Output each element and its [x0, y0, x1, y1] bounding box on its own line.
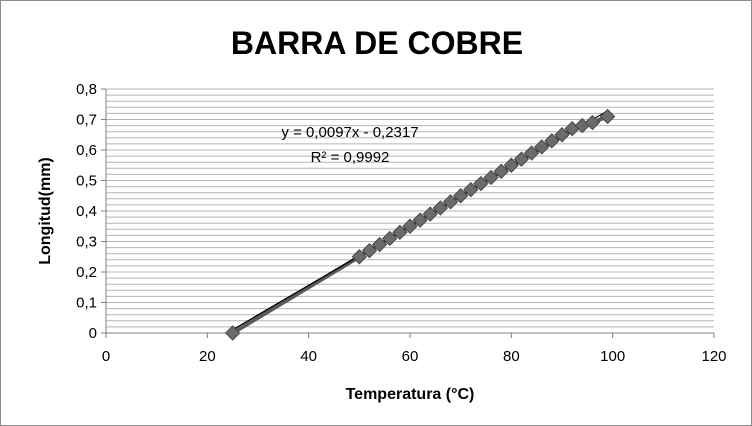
trendline-r2: R² = 0,9992	[311, 149, 390, 166]
chart-title: BARRA DE COBRE	[231, 25, 523, 61]
data-point	[371, 236, 388, 253]
y-tick-label: 0,4	[76, 203, 97, 220]
y-tick-label: 0	[89, 325, 97, 342]
data-point	[224, 325, 241, 341]
y-tick-label: 0,3	[76, 234, 97, 251]
data-point	[432, 200, 449, 216]
data-point	[442, 194, 459, 210]
data-point	[422, 206, 438, 222]
x-axis-ticks: 0 20 40 60 80 100 120	[102, 333, 727, 365]
data-point	[483, 169, 499, 186]
y-axis-label: Longitud(mm)	[37, 157, 54, 265]
data-point	[493, 163, 509, 180]
data-point	[544, 133, 560, 149]
y-axis-ticks: 0 0,1 0,2 0,3 0,4 0,5 0,6 0,7 0,8	[76, 81, 106, 342]
data-points	[224, 108, 616, 341]
data-point	[351, 249, 368, 265]
data-point	[584, 114, 601, 131]
data-point	[452, 188, 469, 204]
data-point	[473, 175, 489, 192]
data-point	[463, 181, 479, 198]
x-tick-label: 40	[300, 348, 317, 365]
x-tick-label: 0	[102, 348, 110, 365]
x-tick-label: 100	[600, 348, 625, 365]
y-tick-label: 0,8	[76, 81, 97, 98]
y-tick-label: 0,2	[76, 264, 97, 281]
data-point	[503, 157, 520, 173]
x-tick-label: 120	[701, 348, 726, 365]
x-axis-label: Temperatura (°C)	[346, 386, 475, 403]
data-point	[402, 218, 418, 234]
data-point	[382, 230, 398, 247]
x-tick-label: 60	[402, 348, 419, 365]
data-point	[412, 212, 428, 228]
y-tick-label: 0,6	[76, 142, 97, 159]
data-point	[534, 139, 550, 155]
data-point	[554, 127, 570, 143]
trendline-equation: y = 0,0097x - 0,2317	[281, 124, 418, 141]
y-tick-label: 0,7	[76, 112, 97, 129]
grid-lines	[106, 88, 714, 334]
y-tick-label: 0,5	[76, 173, 97, 190]
data-point	[361, 242, 378, 259]
data-point	[523, 145, 540, 161]
y-tick-label: 0,1	[76, 295, 97, 312]
x-tick-label: 20	[199, 348, 216, 365]
data-point	[392, 224, 408, 241]
data-point	[513, 151, 530, 167]
data-point	[599, 108, 616, 125]
x-tick-label: 80	[503, 348, 520, 365]
